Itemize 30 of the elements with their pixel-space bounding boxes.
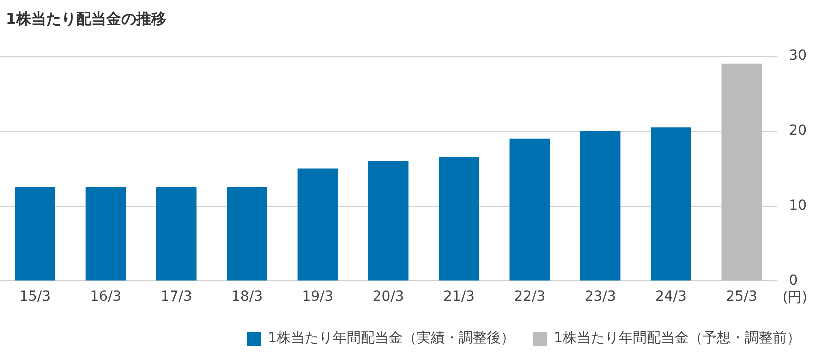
bar bbox=[439, 158, 480, 281]
y-tick-label: 30 bbox=[789, 48, 808, 64]
y-axis-title: (円) bbox=[782, 290, 808, 306]
bar bbox=[15, 188, 56, 281]
x-tick-label: 19/3 bbox=[302, 289, 334, 306]
chart-title: 1株当たり配当金の推移 bbox=[5, 9, 168, 30]
x-tick-label: 16/3 bbox=[90, 289, 122, 306]
y-tick-label: 0 bbox=[789, 272, 798, 289]
x-tick-label: 22/3 bbox=[514, 289, 546, 306]
y-tick-label: 20 bbox=[789, 122, 808, 139]
y-tick-label: 10 bbox=[789, 198, 808, 214]
bar bbox=[368, 161, 409, 281]
x-tick-label: 21/3 bbox=[444, 289, 475, 306]
bar bbox=[722, 64, 762, 281]
x-tick-label: 24/3 bbox=[655, 289, 687, 306]
x-tick-label: 17/3 bbox=[160, 289, 192, 306]
bar bbox=[156, 188, 197, 281]
x-tick-label: 20/3 bbox=[372, 289, 404, 306]
x-tick-label: 25/3 bbox=[726, 289, 758, 306]
legend-label: 1株当たり年間配当金（実績・調整後） bbox=[268, 330, 516, 347]
bar bbox=[580, 131, 621, 281]
x-tick-label: 15/3 bbox=[20, 289, 52, 306]
legend-label: 1株当たり年間配当金（予想・調整前） bbox=[554, 330, 802, 347]
bar bbox=[227, 188, 268, 281]
bar bbox=[651, 128, 692, 281]
x-tick-label: 18/3 bbox=[232, 289, 264, 306]
bar bbox=[510, 138, 550, 281]
bar bbox=[298, 168, 338, 281]
bar bbox=[86, 188, 126, 281]
x-tick-label: 23/3 bbox=[584, 289, 616, 306]
